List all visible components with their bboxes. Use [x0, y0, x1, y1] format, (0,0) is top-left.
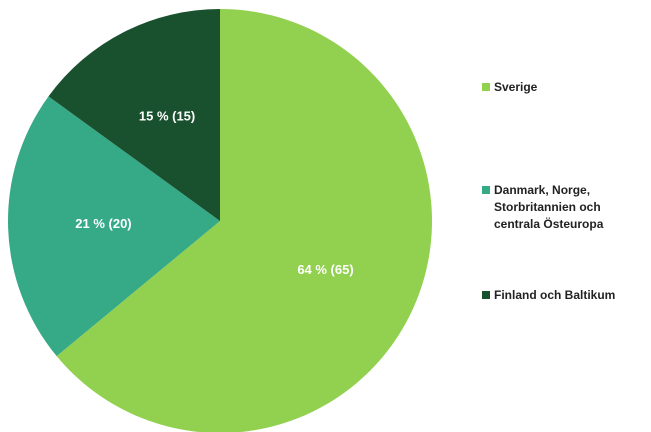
pie-slice [7, 96, 220, 357]
legend-item: Sverige [482, 79, 634, 96]
legend-item: Danmark, Norge, Storbritannien och centr… [482, 182, 634, 233]
legend-label: Sverige [494, 80, 538, 94]
legend-swatch [482, 291, 490, 299]
legend-swatch [482, 186, 490, 194]
legend-swatch [482, 83, 490, 91]
data-label: 21 % (20) [75, 216, 131, 231]
data-label: 15 % (15) [139, 109, 195, 124]
pie-slice [48, 9, 220, 221]
pie-slice [56, 9, 432, 432]
legend-label: Finland och Baltikum [494, 288, 616, 302]
legend-item: Finland och Baltikum [482, 287, 634, 304]
legend-label: Danmark, Norge, Storbritannien och centr… [494, 183, 604, 231]
data-label: 64 % (65) [297, 262, 353, 277]
